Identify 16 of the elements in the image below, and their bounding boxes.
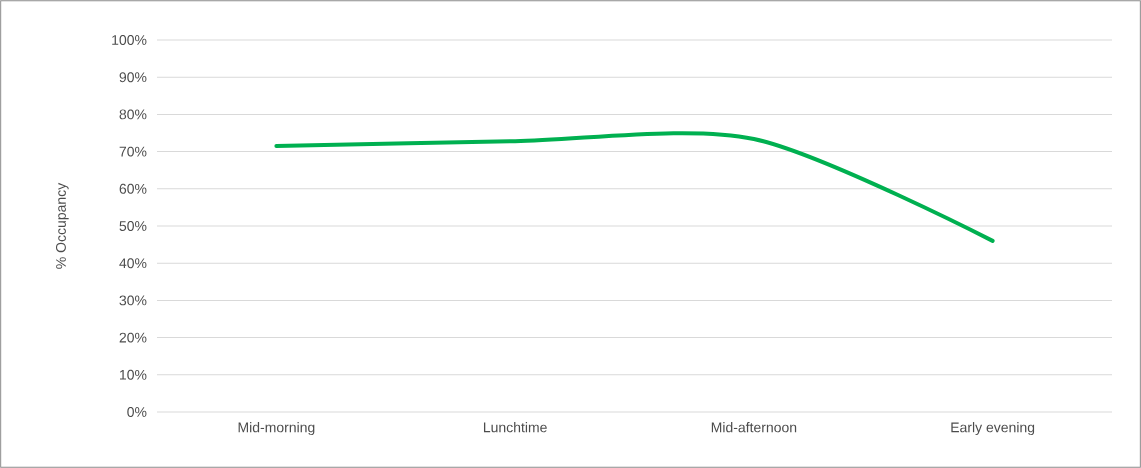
- x-tick-label: Early evening: [951, 422, 1035, 436]
- x-tick-label: Lunchtime: [483, 422, 547, 433]
- y-tick-label: 70%: [119, 146, 147, 157]
- y-tick-label: 90%: [119, 72, 147, 83]
- x-tick-label: Mid-afternoon: [711, 422, 797, 433]
- y-tick-label: 20%: [119, 332, 147, 343]
- y-tick-label: 40%: [119, 258, 147, 269]
- y-tick-label: 80%: [119, 109, 147, 120]
- y-axis-title: % Occupancy: [55, 182, 69, 269]
- y-tick-label: 0%: [127, 407, 147, 417]
- y-tick-label: 10%: [120, 369, 147, 380]
- y-tick-label: 60%: [119, 183, 147, 194]
- y-tick-label: 50%: [119, 221, 147, 231]
- y-tick-label: 30%: [119, 295, 147, 306]
- y-tick-label: 100%: [112, 35, 147, 45]
- x-tick-label: Mid-morning: [238, 422, 315, 436]
